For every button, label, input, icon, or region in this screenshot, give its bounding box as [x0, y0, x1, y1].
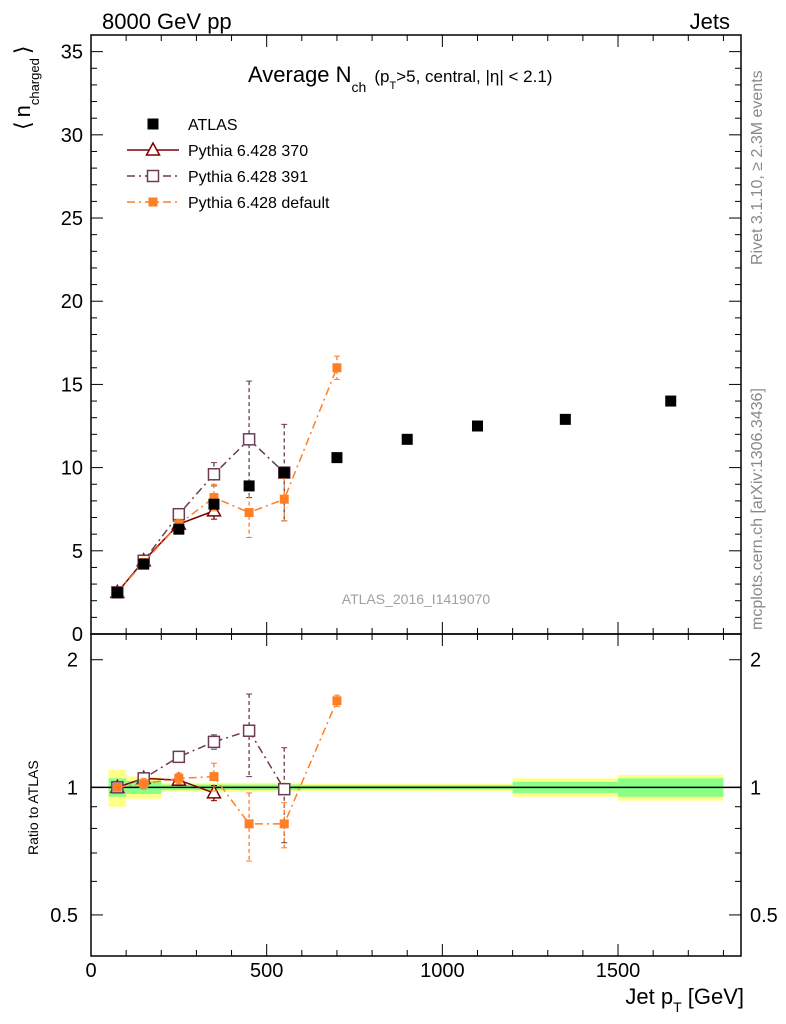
x-tick-label: 1500 [596, 960, 641, 982]
ratio-ylabel: Ratio to ATLAS [25, 760, 41, 855]
legend-entry: ATLAS [188, 117, 238, 134]
y-tick-label-main: 30 [61, 125, 83, 147]
data-point [278, 467, 290, 479]
data-point [277, 782, 291, 796]
legend-entry: Pythia 6.428 370 [188, 143, 308, 160]
data-point [559, 413, 571, 425]
main-panel: 0 5 10 15 20 25 30 35 [61, 34, 742, 646]
x-tick-label: 500 [250, 960, 283, 982]
data-point [206, 502, 222, 517]
series-line [117, 700, 338, 825]
x-tick-label: 1000 [420, 960, 465, 982]
data-point [206, 784, 222, 799]
ylabel-n: n [10, 105, 35, 117]
series-line [116, 510, 215, 593]
data-point [138, 558, 150, 570]
data-point [279, 494, 289, 504]
data-point [471, 420, 483, 432]
legend-marker [146, 169, 160, 183]
legend: ATLAS Pythia 6.428 370 Pythia 6.428 391 Pyt… [127, 117, 330, 212]
main-title: Average Nch (pT>5, central, |η| < 2.1) [248, 62, 552, 95]
y-tick-label-main: 15 [61, 374, 83, 396]
y-tick-label-main: 35 [61, 42, 83, 64]
legend-marker [148, 197, 158, 207]
y-tick-label-ratio-right: 1 [750, 777, 761, 799]
ylabel-sub: charged [27, 58, 42, 105]
data-point [279, 819, 289, 829]
rivet-version-text: Rivet 3.1.10, ≥ 2.3M events [749, 70, 766, 265]
ylabel-bracket-right: ⟩ [10, 46, 35, 55]
mcplots-reference-text: mcplots.cern.ch [arXiv:1306.3436] [749, 388, 766, 630]
data-point [172, 750, 186, 764]
ratio-panel: 0 500 1000 1500 0.5 0.5 1 1 2 2 [50, 633, 778, 982]
data-point [172, 507, 186, 521]
xlabel-main: Jet p [625, 984, 673, 1009]
title-paren-open: (p [374, 67, 389, 86]
title-paren-sub: T [389, 80, 396, 92]
data-point [243, 480, 255, 492]
header-energy: 8000 GeV pp [102, 9, 232, 34]
xlabel-sub: T [673, 999, 682, 1015]
data-point [332, 363, 342, 373]
y-tick-label-ratio-right: 2 [750, 650, 761, 672]
data-point [209, 493, 219, 503]
xlabel-unit: [GeV] [682, 984, 744, 1009]
data-point [111, 586, 123, 598]
data-point [207, 468, 221, 481]
data-point [139, 779, 149, 789]
y-tick-label-ratio: 0.5 [50, 905, 78, 927]
analysis-id: ATLAS_2016_I1419070 [342, 591, 491, 607]
ratio-frame [90, 633, 742, 957]
data-point [174, 773, 184, 783]
y-tick-label-ratio: 2 [67, 650, 78, 672]
legend-entry: Pythia 6.428 391 [188, 169, 308, 186]
data-point [244, 819, 254, 829]
data-point [207, 735, 221, 749]
y-tick-label-main: 0 [72, 624, 83, 646]
data-point [209, 772, 219, 782]
title-paren-rest: >5, central, |η| < 2.1) [396, 67, 552, 86]
y-tick-label-main: 5 [72, 541, 83, 563]
main-ylabel: ⟨ ncharged ⟩ [10, 46, 42, 130]
legend-entry: Pythia 6.428 default [188, 195, 330, 212]
ylabel-bracket-left: ⟨ [10, 121, 35, 130]
y-tick-label-main: 20 [61, 291, 83, 313]
data-point [112, 782, 122, 792]
legend-marker [147, 118, 159, 130]
data-point [401, 433, 413, 445]
y-tick-label-main: 25 [61, 208, 83, 230]
data-point [665, 395, 677, 407]
series-line [116, 367, 338, 593]
header-group: Jets [690, 9, 730, 34]
title-main-sub: ch [352, 79, 367, 95]
x-axis-label: Jet pT [GeV] [625, 984, 744, 1015]
data-point [242, 433, 256, 446]
data-point [331, 452, 343, 464]
data-point [332, 696, 342, 706]
data-point [242, 724, 256, 737]
data-point [173, 523, 185, 535]
data-point [208, 498, 220, 510]
data-point [244, 508, 254, 518]
y-tick-label-main: 10 [61, 458, 83, 480]
legend-marker [145, 141, 161, 156]
title-main: Average N [248, 62, 352, 87]
y-tick-label-ratio-right: 0.5 [750, 905, 778, 927]
y-tick-label-ratio: 1 [67, 777, 78, 799]
x-tick-label: 0 [85, 960, 96, 982]
